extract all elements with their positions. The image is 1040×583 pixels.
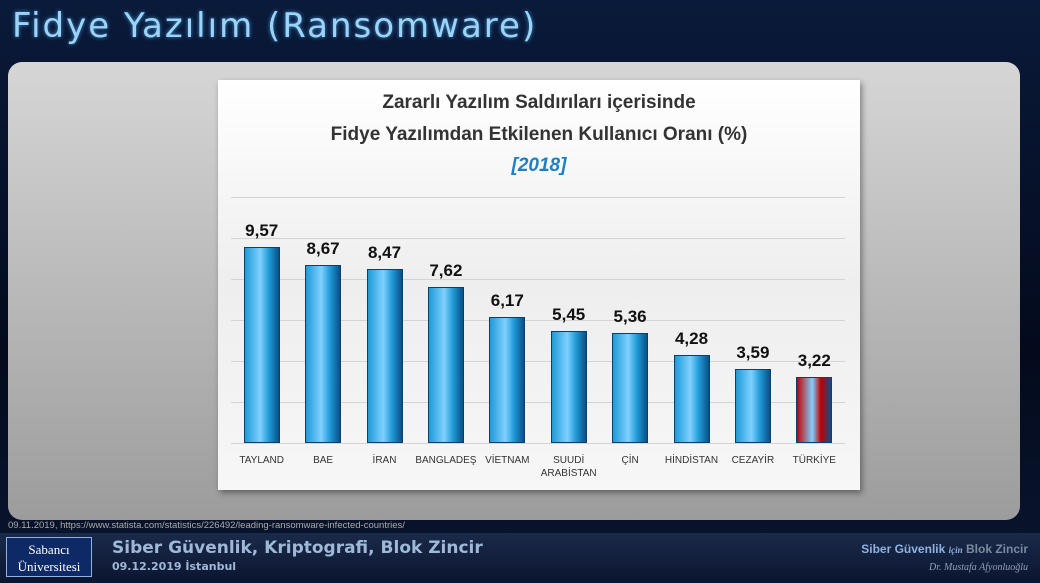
x-tick-label: TAYLAND xyxy=(239,455,284,466)
chart-subtitle: [2018] xyxy=(511,155,567,176)
logo-text: Sabancı xyxy=(28,542,70,557)
x-tick-label: HİNDİSTAN xyxy=(664,455,719,466)
grid-line xyxy=(231,238,845,239)
data-label: 7,62 xyxy=(429,260,463,280)
x-tick-label: SUUDİ ARABİSTAN xyxy=(540,455,597,479)
bar xyxy=(612,333,649,443)
footer-date: 09.12.2019 İstanbul xyxy=(112,560,237,573)
x-tick-label: VİETNAM xyxy=(485,455,530,466)
bar xyxy=(427,286,464,443)
chart-title: Zararlı Yazılım Saldırıları içerisinde xyxy=(382,92,696,113)
bar xyxy=(550,331,587,443)
footer-bar xyxy=(0,533,1040,583)
chart: Zararlı Yazılım Saldırıları içerisinde F… xyxy=(218,80,860,490)
data-label: 8,67 xyxy=(306,239,340,259)
bar xyxy=(366,269,403,443)
logo-text: Üniversitesi xyxy=(17,559,81,574)
footer-title: Siber Güvenlik, Kriptografi, Blok Zincir xyxy=(112,538,483,558)
bar xyxy=(243,246,280,443)
data-label: 5,36 xyxy=(613,307,647,327)
footer-right: Siber Güvenlik için Blok Zincir xyxy=(861,542,1028,556)
chart-title: Fidye Yazılımdan Etkilenen Kullanıcı Ora… xyxy=(330,124,748,145)
data-label: 6,17 xyxy=(490,290,524,310)
footer-right-text: Siber Güvenlik xyxy=(861,542,946,556)
bar xyxy=(734,369,771,443)
slide-title: Fidye Yazılım (Ransomware) xyxy=(12,6,538,46)
data-label: 5,45 xyxy=(552,305,586,325)
x-tick-label: BANGLADEŞ xyxy=(415,455,477,466)
x-tick-label: BAE xyxy=(313,455,334,466)
data-label: 3,22 xyxy=(797,350,831,370)
grid-line xyxy=(231,443,845,444)
x-tick-label: CEZAYİR xyxy=(731,455,775,466)
grid-line xyxy=(231,361,845,362)
logo: Sabancı Üniversitesi xyxy=(6,537,92,577)
author: Dr. Mustafa Afyonluoğlu xyxy=(929,562,1028,573)
grid-line xyxy=(231,402,845,403)
bar xyxy=(796,376,833,443)
data-label: 3,59 xyxy=(736,343,770,363)
footer-right-text: Blok Zincir xyxy=(965,542,1028,556)
data-label: 4,28 xyxy=(674,329,709,349)
data-label: 9,57 xyxy=(245,220,279,240)
x-tick-label: ÇİN xyxy=(621,455,639,466)
grid-line xyxy=(231,320,845,321)
footer-right-text: için xyxy=(948,545,963,555)
grid-line xyxy=(231,197,845,198)
source-note: 09.11.2019, https://www.statista.com/sta… xyxy=(8,520,405,531)
data-label: 8,47 xyxy=(367,243,402,263)
grid-line xyxy=(231,279,845,280)
bar xyxy=(305,265,342,443)
x-tick-label: TÜRKİYE xyxy=(792,455,836,466)
bar xyxy=(673,355,710,443)
x-tick-label: İRAN xyxy=(372,455,397,466)
bar xyxy=(489,316,526,443)
